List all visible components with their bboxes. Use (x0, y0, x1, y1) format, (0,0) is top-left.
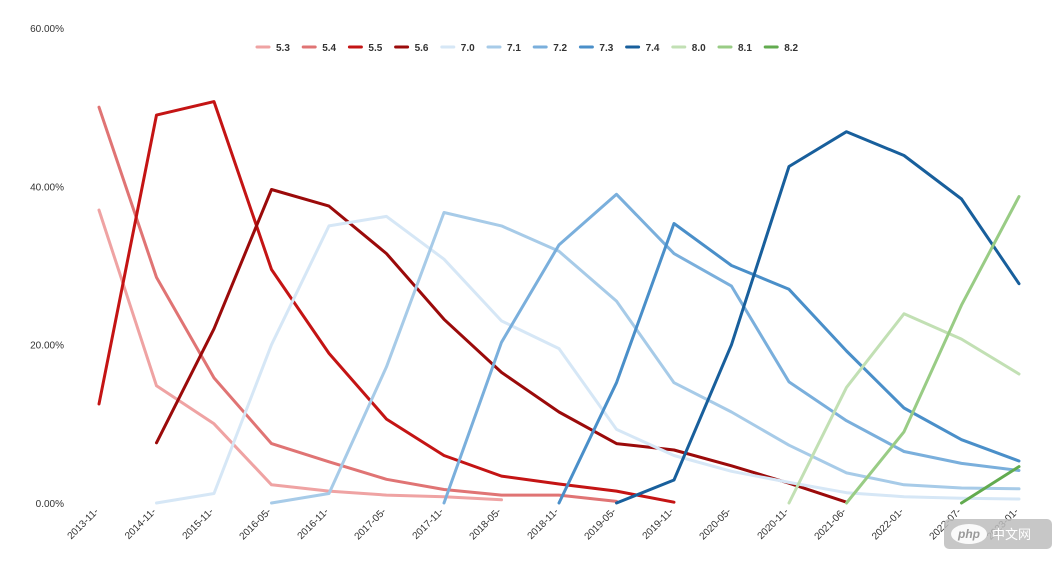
legend-label-7-4: 7.4 (646, 43, 660, 54)
y-axis: 0.00% 20.00% 40.00% 60.00% (30, 24, 64, 510)
series-lines (97, 100, 1021, 505)
x-tick-label: 2013-11- (66, 506, 102, 542)
y-tick-label: 60.00% (30, 24, 64, 35)
series-line-8-1 (845, 195, 1021, 505)
series-line-8-0 (787, 312, 1021, 505)
legend: 5.3 5.4 5.5 5.6 7.0 7.1 7.2 7.3 7.4 8.0 8.1 8.2 (255, 43, 799, 54)
legend-label-7-0: 7.0 (461, 43, 475, 54)
series-line-7-2 (442, 192, 1021, 505)
x-tick-label: 2022-01- (870, 506, 906, 542)
legend-label-8-0: 8.0 (692, 43, 706, 54)
legend-label-5-6: 5.6 (415, 43, 429, 54)
series-line-5-4 (97, 105, 618, 503)
x-tick-label: 2020-05- (698, 506, 734, 542)
legend-label-7-2: 7.2 (553, 43, 567, 54)
x-tick-label: 2020-11- (756, 506, 792, 542)
x-tick-label: 2019-05- (583, 506, 619, 542)
x-tick-label: 2018-05- (468, 506, 504, 542)
series-line-5-5 (97, 100, 676, 504)
series-line-7-3 (557, 222, 1021, 505)
legend-label-7-3: 7.3 (599, 43, 613, 54)
php-cn-watermark: php 中文网 (944, 519, 1052, 549)
series-line-5-6 (155, 188, 848, 504)
x-tick-label: 2016-05- (238, 506, 274, 542)
legend-label-5-3: 5.3 (276, 43, 290, 54)
series-line-7-4 (615, 130, 1021, 505)
series-line-8-2 (960, 465, 1021, 505)
legend-label-8-2: 8.2 (784, 43, 798, 54)
legend-label-8-1: 8.1 (738, 43, 752, 54)
series-line-7-1 (270, 211, 1021, 505)
y-tick-label: 40.00% (30, 182, 64, 193)
series-line-7-0 (155, 214, 1021, 505)
x-axis: 2013-11- 2014-11- 2015-11- 2016-05- 2016-11-… (66, 506, 1022, 542)
watermark-logo-text: php (957, 527, 980, 541)
x-tick-label: 2017-11- (411, 506, 447, 542)
y-tick-label: 20.00% (30, 341, 64, 352)
y-tick-label: 0.00% (36, 499, 64, 510)
watermark-text: 中文网 (992, 527, 1031, 542)
x-tick-label: 2014-11- (123, 506, 159, 542)
x-tick-label: 2021-06- (813, 506, 849, 542)
legend-label-5-5: 5.5 (368, 43, 382, 54)
x-tick-label: 2016-11- (296, 506, 332, 542)
x-tick-label: 2019-11- (641, 506, 677, 542)
x-tick-label: 2015-11- (181, 506, 217, 542)
x-tick-label: 2018-11- (526, 506, 562, 542)
legend-label-7-1: 7.1 (507, 43, 521, 54)
php-logo-icon (951, 524, 987, 544)
series-line-5-3 (97, 208, 503, 502)
legend-label-5-4: 5.4 (322, 43, 336, 54)
x-tick-label: 2017-05- (353, 506, 389, 542)
